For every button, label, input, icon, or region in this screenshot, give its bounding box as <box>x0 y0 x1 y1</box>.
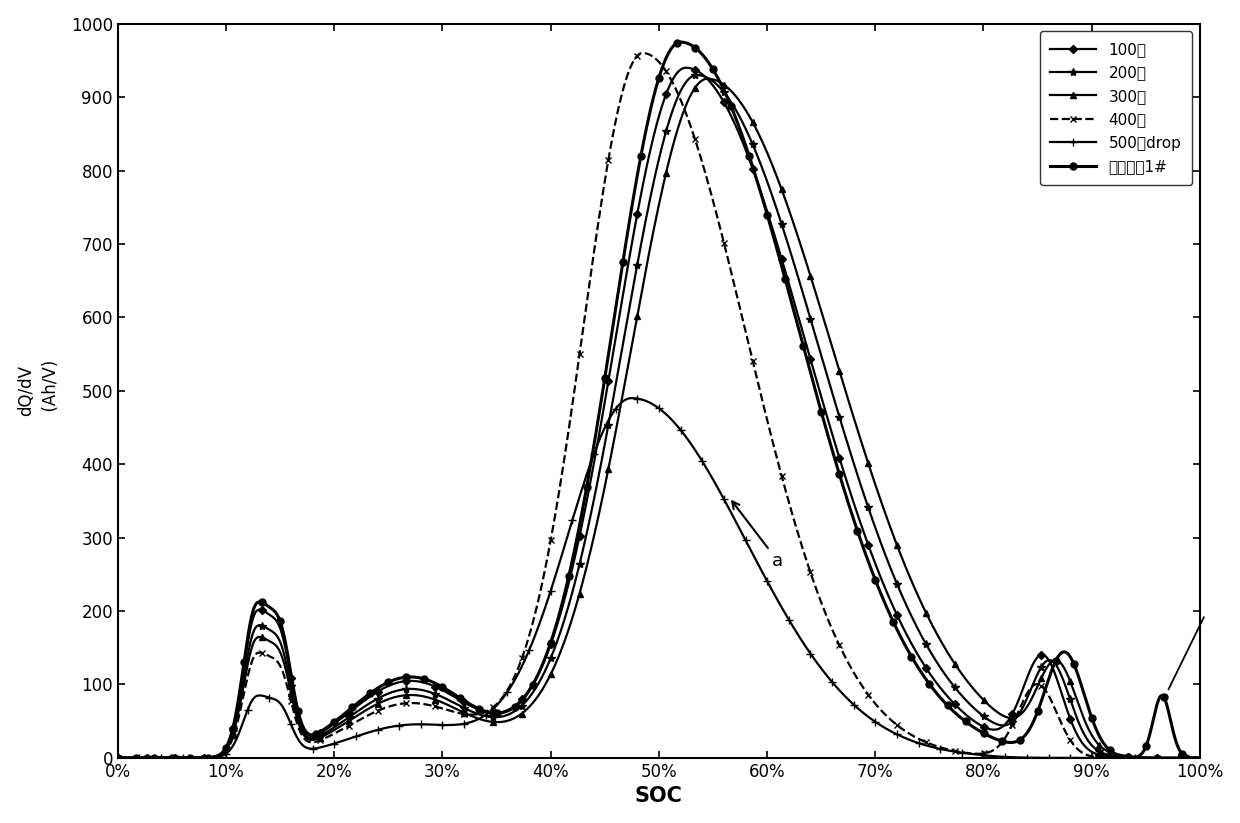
200次 <box>526 688 541 698</box>
400次 <box>635 48 650 58</box>
Y-axis label: dQ/dV
  (Ah/V): dQ/dV (Ah/V) <box>16 360 60 422</box>
400次 <box>233 701 248 711</box>
100次 <box>1172 753 1187 763</box>
300次 <box>1172 753 1187 763</box>
X-axis label: SOC: SOC <box>635 786 683 807</box>
100次 <box>1055 690 1070 700</box>
400次 <box>298 735 312 745</box>
100次 <box>526 679 541 689</box>
300次 <box>1193 753 1208 763</box>
200次 <box>233 688 248 698</box>
库存电汀1# <box>1172 744 1187 754</box>
500次drop <box>1193 753 1208 763</box>
200次 <box>689 70 704 80</box>
400次 <box>572 349 587 359</box>
Line: 200次: 200次 <box>114 71 1204 762</box>
400次 <box>1055 720 1070 730</box>
Legend: 100次, 200次, 300次, 400次, 500次drop, 库存电汀1#: 100次, 200次, 300次, 400次, 500次drop, 库存电汀1# <box>1040 31 1192 184</box>
库存电汀1# <box>526 680 541 690</box>
500次drop <box>572 492 587 502</box>
200次 <box>298 730 312 740</box>
库存电汀1# <box>673 37 688 47</box>
300次 <box>1055 660 1070 670</box>
300次 <box>110 753 125 763</box>
库存电汀1# <box>572 520 587 530</box>
库存电汀1# <box>1193 753 1208 763</box>
库存电汀1# <box>110 753 125 763</box>
100次 <box>572 531 587 541</box>
Line: 500次drop: 500次drop <box>114 394 1204 762</box>
500次drop <box>110 753 125 763</box>
Line: 100次: 100次 <box>115 65 1203 760</box>
200次 <box>1172 753 1187 763</box>
400次 <box>110 753 125 763</box>
100次 <box>1193 753 1208 763</box>
Text: a: a <box>732 501 784 570</box>
Line: 300次: 300次 <box>114 75 1203 761</box>
200次 <box>1193 753 1208 763</box>
100次 <box>110 753 125 763</box>
500次drop <box>1055 753 1070 763</box>
Line: 400次: 400次 <box>114 49 1203 761</box>
200次 <box>1055 672 1070 682</box>
库存电汀1# <box>1055 648 1070 658</box>
300次 <box>298 732 312 742</box>
500次drop <box>625 393 640 403</box>
Line: 库存电汀1#: 库存电汀1# <box>114 39 1203 761</box>
400次 <box>1193 753 1208 763</box>
库存电汀1# <box>233 677 248 686</box>
100次 <box>233 681 248 690</box>
库存电汀1# <box>298 726 312 736</box>
500次drop <box>298 742 312 752</box>
200次 <box>572 559 587 569</box>
500次drop <box>233 723 248 732</box>
500次drop <box>1172 753 1187 763</box>
400次 <box>1172 753 1187 763</box>
300次 <box>233 694 248 704</box>
300次 <box>701 74 715 84</box>
500次drop <box>526 637 541 647</box>
300次 <box>572 588 587 598</box>
100次 <box>678 63 693 72</box>
300次 <box>526 698 541 708</box>
200次 <box>110 753 125 763</box>
100次 <box>298 728 312 737</box>
400次 <box>526 618 541 628</box>
